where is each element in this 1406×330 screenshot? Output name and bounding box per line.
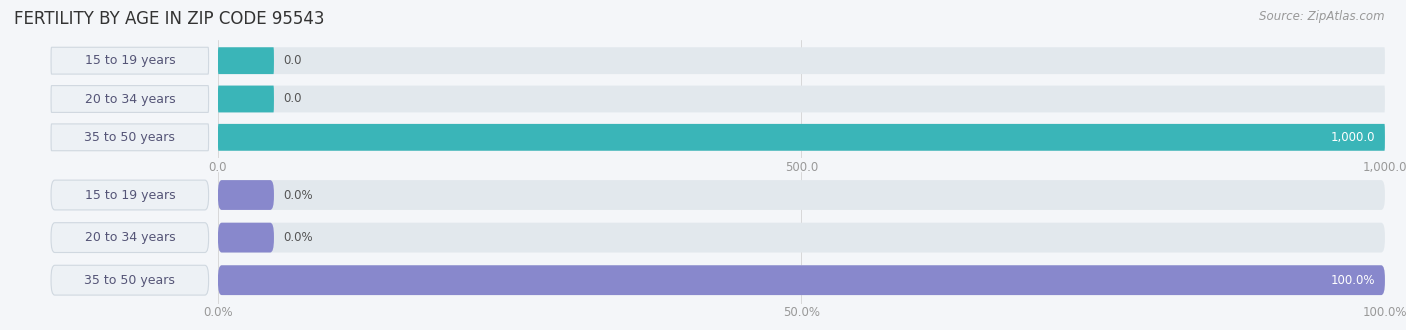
FancyBboxPatch shape	[51, 180, 208, 210]
Text: 35 to 50 years: 35 to 50 years	[84, 131, 176, 144]
FancyBboxPatch shape	[218, 47, 1385, 74]
Text: 35 to 50 years: 35 to 50 years	[84, 274, 176, 287]
Text: 0.0: 0.0	[283, 54, 302, 67]
Text: 0.0%: 0.0%	[283, 188, 314, 202]
Text: 100.0%: 100.0%	[1331, 274, 1375, 287]
Text: 20 to 34 years: 20 to 34 years	[84, 92, 176, 106]
FancyBboxPatch shape	[51, 223, 208, 252]
FancyBboxPatch shape	[218, 85, 1385, 113]
Text: Source: ZipAtlas.com: Source: ZipAtlas.com	[1260, 10, 1385, 23]
FancyBboxPatch shape	[218, 180, 274, 210]
Text: 0.0%: 0.0%	[283, 231, 314, 244]
Text: FERTILITY BY AGE IN ZIP CODE 95543: FERTILITY BY AGE IN ZIP CODE 95543	[14, 10, 325, 28]
Text: 15 to 19 years: 15 to 19 years	[84, 188, 176, 202]
FancyBboxPatch shape	[218, 223, 1385, 252]
Text: 20 to 34 years: 20 to 34 years	[84, 231, 176, 244]
FancyBboxPatch shape	[218, 265, 1385, 295]
FancyBboxPatch shape	[51, 124, 208, 151]
Text: 1,000.0: 1,000.0	[1331, 131, 1375, 144]
FancyBboxPatch shape	[51, 85, 208, 113]
FancyBboxPatch shape	[218, 124, 1385, 151]
FancyBboxPatch shape	[51, 265, 208, 295]
Text: 0.0: 0.0	[283, 92, 302, 106]
FancyBboxPatch shape	[51, 47, 208, 74]
FancyBboxPatch shape	[218, 47, 274, 74]
FancyBboxPatch shape	[218, 265, 1385, 295]
FancyBboxPatch shape	[218, 223, 274, 252]
FancyBboxPatch shape	[218, 180, 1385, 210]
FancyBboxPatch shape	[218, 85, 274, 113]
FancyBboxPatch shape	[218, 124, 1385, 151]
Text: 15 to 19 years: 15 to 19 years	[84, 54, 176, 67]
